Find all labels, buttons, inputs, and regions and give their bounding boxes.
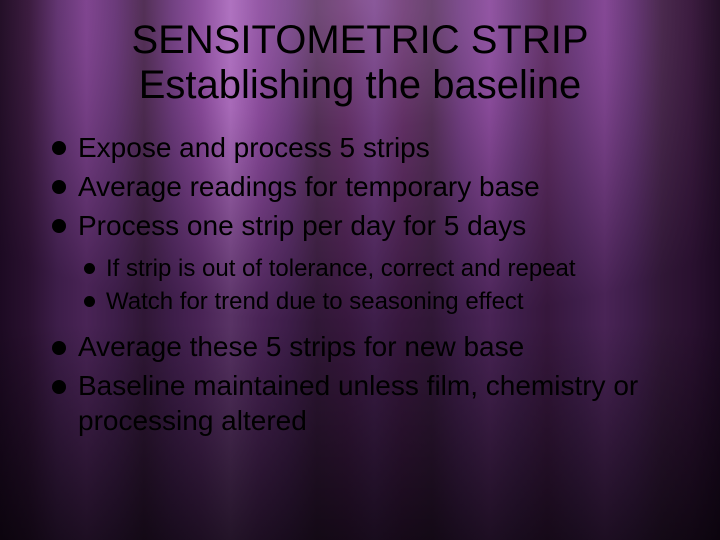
slide: SENSITOMETRIC STRIP Establishing the bas… (0, 0, 720, 540)
bullet-item: Expose and process 5 strips (50, 130, 676, 165)
bullet-text: Expose and process 5 strips (78, 132, 430, 163)
title-line-1: SENSITOMETRIC STRIP (131, 18, 588, 62)
bullet-text: Process one strip per day for 5 days (78, 210, 526, 241)
title-line-2: Establishing the baseline (139, 63, 582, 107)
bullet-list-continued: Average these 5 strips for new base Base… (50, 329, 676, 438)
bullet-item: Baseline maintained unless film, chemist… (50, 368, 676, 438)
bullet-text: Average these 5 strips for new base (78, 331, 524, 362)
bullet-list: Expose and process 5 strips Average read… (50, 130, 676, 243)
bullet-text: Average readings for temporary base (78, 171, 540, 202)
slide-title: SENSITOMETRIC STRIP Establishing the bas… (44, 18, 676, 108)
slide-content: SENSITOMETRIC STRIP Establishing the bas… (0, 0, 720, 438)
bullet-item: Average readings for temporary base (50, 169, 676, 204)
sub-bullet-text: Watch for trend due to seasoning effect (106, 288, 524, 315)
sub-bullet-item: If strip is out of tolerance, correct an… (84, 253, 676, 284)
sub-bullet-text: If strip is out of tolerance, correct an… (106, 255, 576, 282)
bullet-item: Process one strip per day for 5 days (50, 208, 676, 243)
bullet-item: Average these 5 strips for new base (50, 329, 676, 364)
bullet-text: Baseline maintained unless film, chemist… (78, 370, 638, 436)
sub-bullet-list: If strip is out of tolerance, correct an… (84, 253, 676, 317)
sub-bullet-item: Watch for trend due to seasoning effect (84, 286, 676, 317)
